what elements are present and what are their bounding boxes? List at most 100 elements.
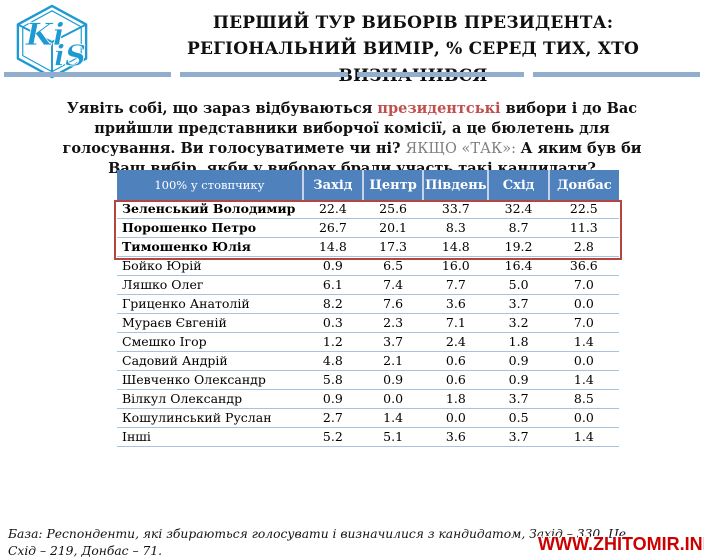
cell-value: 7.4 [362, 275, 424, 295]
table-row: Вілкул Олександр 0.9 0.0 1.8 3.7 8.5 [117, 389, 619, 409]
candidate-name: Порошенко Петро [117, 218, 303, 238]
survey-question: Уявіть собі, що зараз відбуваються прези… [50, 99, 654, 180]
cell-value: 3.6 [423, 427, 489, 447]
cell-value: 25.6 [362, 200, 424, 219]
cell-value: 17.3 [362, 237, 424, 257]
cell-value: 7.7 [423, 275, 489, 295]
cell-value: 14.8 [302, 237, 363, 257]
question-condition: ЯКЩО «ТАК»: [405, 141, 521, 158]
base-note-line-1: База: Респонденти, які збираються голосу… [8, 527, 627, 542]
column-header-region: Південь [422, 170, 489, 200]
table-header-row: 100% у стовпчику Захід Центр Південь Схід Дон… [117, 170, 619, 200]
page-title: ПЕРШИЙ ТУР ВИБОРІВ ПРЕЗИДЕНТА: РЕГІОНАЛЬ… [128, 10, 698, 89]
candidate-name: Бойко Юрій [117, 256, 303, 276]
cell-value: 33.7 [423, 200, 489, 219]
cell-value: 0.6 [423, 370, 489, 390]
candidate-name: Зеленський Володимир [117, 200, 303, 219]
cell-value: 0.9 [488, 351, 549, 371]
column-header-region: Донбас [547, 170, 619, 200]
cell-value: 3.6 [423, 294, 489, 314]
cell-value: 4.8 [302, 351, 363, 371]
table-row: Інші 5.2 5.1 3.6 3.7 1.4 [117, 427, 619, 447]
cell-value: 0.9 [362, 370, 424, 390]
cell-value: 26.7 [302, 218, 363, 238]
cell-value: 0.3 [302, 313, 363, 333]
title-line-1: ПЕРШИЙ ТУР ВИБОРІВ ПРЕЗИДЕНТА: [212, 13, 614, 33]
kiis-logo: Ki iS [16, 4, 88, 79]
table-row: Шевченко Олександр 5.8 0.9 0.6 0.9 1.4 [117, 370, 619, 390]
table-row: Порошенко Петро 26.7 20.1 8.3 8.7 11.3 [117, 218, 619, 238]
cell-value: 0.0 [548, 294, 619, 314]
base-note-line-2: Схід – 219, Донбас – 71. [8, 543, 163, 558]
table-row: Гриценко Анатолій 8.2 7.6 3.6 3.7 0.0 [117, 294, 619, 314]
cell-value: 6.1 [302, 275, 363, 295]
cell-value: 0.0 [362, 389, 424, 409]
cell-value: 0.0 [548, 408, 619, 428]
candidate-name: Інші [117, 427, 303, 447]
cell-value: 16.0 [423, 256, 489, 276]
cell-value: 1.8 [488, 332, 549, 352]
cell-value: 0.0 [548, 351, 619, 371]
cell-value: 11.3 [548, 218, 619, 238]
cell-value: 0.6 [423, 351, 489, 371]
cell-value: 3.7 [488, 427, 549, 447]
cell-value: 2.1 [362, 351, 424, 371]
cell-value: 3.2 [488, 313, 549, 333]
candidate-name: Смешко Ігор [117, 332, 303, 352]
title-line-2: РЕГІОНАЛЬНИЙ ВИМІР, % СЕРЕД ТИХ, ХТО ВИЗ… [186, 39, 640, 85]
cell-value: 1.8 [423, 389, 489, 409]
cell-value: 3.7 [488, 294, 549, 314]
table-row: Зеленський Володимир 22.4 25.6 33.7 32.4 22.5 [117, 200, 619, 219]
cell-value: 0.9 [302, 256, 363, 276]
question-part-2: вибори і до Вас прийшли представники виб… [62, 99, 638, 158]
site-watermark: WWW.ZHITOMIR.INFO [538, 534, 704, 554]
cell-value: 20.1 [362, 218, 424, 238]
cell-value: 7.6 [362, 294, 424, 314]
cell-value: 1.2 [302, 332, 363, 352]
cell-value: 14.8 [423, 237, 489, 257]
cell-value: 19.2 [488, 237, 549, 257]
cell-value: 1.4 [548, 370, 619, 390]
candidate-name: Гриценко Анатолій [117, 294, 303, 314]
cell-value: 0.9 [302, 389, 363, 409]
cell-value: 5.8 [302, 370, 363, 390]
cell-value: 6.5 [362, 256, 424, 276]
logo-text-left: Ki [25, 17, 65, 53]
cell-value: 5.1 [362, 427, 424, 447]
cell-value: 0.0 [423, 408, 489, 428]
cell-value: 7.0 [548, 313, 619, 333]
results-table: 100% у стовпчику Захід Центр Південь Схід Дон… [117, 170, 619, 447]
cell-value: 2.4 [423, 332, 489, 352]
cell-value: 7.1 [423, 313, 489, 333]
column-header-label: 100% у стовпчику [117, 170, 303, 200]
cell-value: 3.7 [362, 332, 424, 352]
cell-value: 8.3 [423, 218, 489, 238]
divider-segment [180, 72, 348, 77]
column-header-region: Центр [361, 170, 424, 200]
column-header-region: Схід [487, 170, 549, 200]
candidate-name: Шевченко Олександр [117, 370, 303, 390]
cell-value: 1.4 [548, 332, 619, 352]
logo-text-right: iS [54, 38, 86, 72]
cell-value: 16.4 [488, 256, 549, 276]
cell-value: 22.5 [548, 200, 619, 219]
question-part-1: Уявіть собі, що зараз відбуваються [66, 99, 378, 117]
results-table-wrap: 100% у стовпчику Захід Центр Південь Схід Дон… [114, 170, 622, 447]
cell-value: 1.4 [362, 408, 424, 428]
table-row: Садовий Андрій 4.8 2.1 0.6 0.9 0.0 [117, 351, 619, 371]
question-highlight-word: президентські [377, 99, 501, 117]
cell-value: 2.7 [302, 408, 363, 428]
candidate-name: Вілкул Олександр [117, 389, 303, 409]
candidate-name: Садовий Андрій [117, 351, 303, 371]
table-row: Тимошенко Юлія 14.8 17.3 14.8 19.2 2.8 [117, 237, 619, 257]
base-note: База: Респонденти, які збираються голосу… [8, 526, 702, 559]
divider-segment [356, 72, 524, 77]
cell-value: 8.5 [548, 389, 619, 409]
candidate-name: Тимошенко Юлія [117, 237, 303, 257]
divider-segment [4, 72, 172, 77]
candidate-name: Кошулинський Руслан [117, 408, 303, 428]
cell-value: 7.0 [548, 275, 619, 295]
segmented-divider [4, 72, 700, 77]
cell-value: 2.3 [362, 313, 424, 333]
